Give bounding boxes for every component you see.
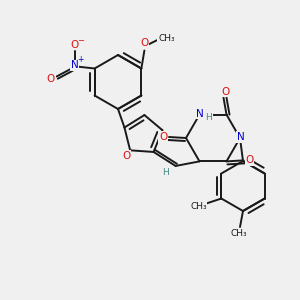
Text: CH₃: CH₃ <box>231 230 247 238</box>
Text: O: O <box>159 132 167 142</box>
Text: O: O <box>245 155 253 165</box>
Text: H: H <box>205 113 212 122</box>
Text: +: + <box>77 55 84 64</box>
Text: N: N <box>237 132 245 142</box>
Text: CH₃: CH₃ <box>190 202 207 211</box>
Text: O: O <box>46 74 55 85</box>
Text: O: O <box>122 151 130 161</box>
Text: H: H <box>162 169 169 178</box>
Text: −: − <box>77 36 84 45</box>
Text: N: N <box>71 61 79 70</box>
Text: O: O <box>221 87 230 97</box>
Text: O: O <box>70 40 79 50</box>
Text: O: O <box>140 38 148 47</box>
Text: N: N <box>196 109 203 118</box>
Text: CH₃: CH₃ <box>158 34 175 43</box>
